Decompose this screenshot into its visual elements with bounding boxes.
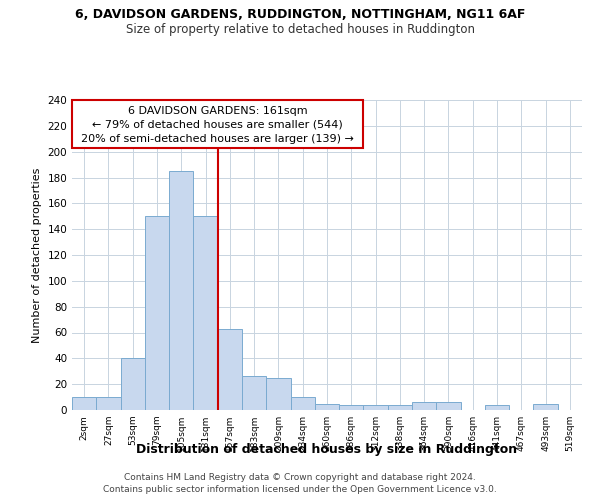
Text: 20% of semi-detached houses are larger (139) →: 20% of semi-detached houses are larger (… (81, 134, 354, 144)
Text: ← 79% of detached houses are smaller (544): ← 79% of detached houses are smaller (54… (92, 120, 343, 130)
Text: 6 DAVIDSON GARDENS: 161sqm: 6 DAVIDSON GARDENS: 161sqm (128, 106, 307, 116)
Bar (533, 404, 558, 410)
Bar (218, 328, 242, 410)
FancyBboxPatch shape (72, 100, 362, 148)
Text: Contains public sector information licensed under the Open Government Licence v3: Contains public sector information licen… (103, 484, 497, 494)
Bar (96, 397, 121, 410)
Bar (364, 405, 388, 410)
Bar (193, 216, 218, 410)
Text: Contains HM Land Registry data © Crown copyright and database right 2024.: Contains HM Land Registry data © Crown c… (124, 473, 476, 482)
Bar (412, 402, 436, 410)
Text: Distribution of detached houses by size in Ruddington: Distribution of detached houses by size … (136, 444, 518, 456)
Bar (315, 404, 339, 410)
Bar (290, 397, 315, 410)
Bar (72, 397, 96, 410)
Bar (169, 171, 193, 410)
Bar (266, 378, 290, 410)
Bar (242, 376, 266, 410)
Text: 6, DAVIDSON GARDENS, RUDDINGTON, NOTTINGHAM, NG11 6AF: 6, DAVIDSON GARDENS, RUDDINGTON, NOTTING… (75, 8, 525, 20)
Y-axis label: Number of detached properties: Number of detached properties (32, 168, 42, 342)
Bar (436, 402, 461, 410)
Bar (121, 358, 145, 410)
Bar (145, 216, 169, 410)
Bar (388, 405, 412, 410)
Bar (339, 405, 364, 410)
Bar (485, 405, 509, 410)
Text: Size of property relative to detached houses in Ruddington: Size of property relative to detached ho… (125, 22, 475, 36)
